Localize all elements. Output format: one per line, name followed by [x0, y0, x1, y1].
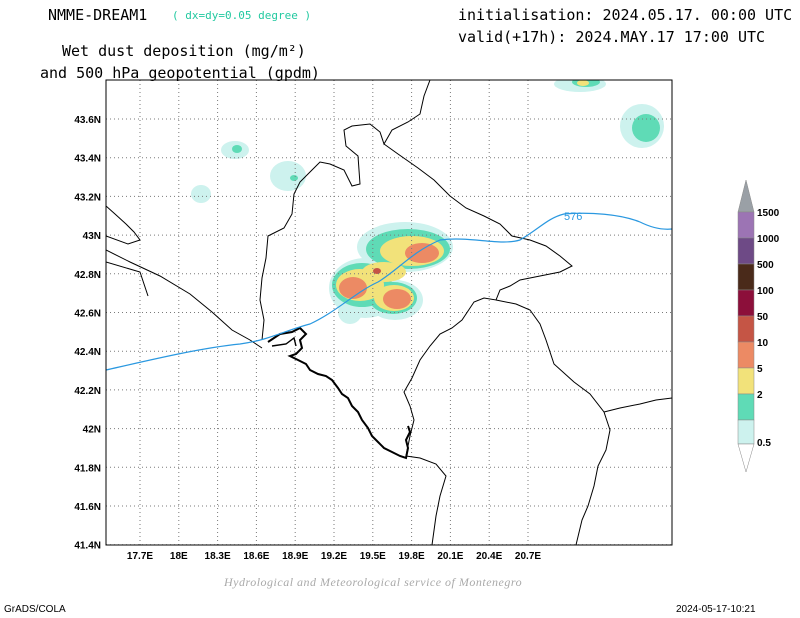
latitude-labels: 43.6N 43.4N 43.2N 43N 42.8N 42.6N 42.4N 42.2N 42… [74, 115, 101, 552]
geopotential-576-contour [106, 212, 672, 371]
legend-swatch-c5 [737, 367, 755, 395]
dust-patch [270, 161, 306, 191]
legend-label: 2 [757, 390, 763, 401]
graticule [106, 80, 672, 545]
legend-label: 50 [757, 312, 769, 323]
lat-label: 43.4N [74, 154, 101, 165]
contour-label: 576 [564, 211, 582, 223]
lat-label: 42.6N [74, 309, 101, 320]
legend-swatch-c10 [737, 341, 755, 369]
legend-label: 5 [757, 364, 763, 375]
lon-label: 20.7E [515, 551, 541, 562]
legend-bottom-arrow [737, 443, 755, 473]
lat-label: 41.4N [74, 541, 101, 552]
legend-label: 1000 [757, 234, 780, 245]
init-time: initialisation: 2024.05.17. 00:00 UTC [458, 6, 793, 24]
dust-patch [191, 185, 211, 203]
lat-label: 43N [83, 231, 101, 242]
lat-label: 41.6N [74, 502, 101, 513]
legend-swatch-c100 [737, 289, 755, 317]
lat-label: 43.2N [74, 192, 101, 203]
legend-colorbar [737, 179, 755, 473]
legend-swatch-c1500 [737, 211, 755, 239]
lon-label: 18.6E [243, 551, 269, 562]
lat-label: 42.2N [74, 386, 101, 397]
lat-label: 43.6N [74, 115, 101, 126]
resolution-label: ( dx=dy=0.05 degree ) [172, 9, 312, 22]
lon-label: 19.5E [360, 551, 386, 562]
lon-label: 19.8E [399, 551, 425, 562]
legend-label: 100 [757, 286, 774, 297]
lon-label: 18E [170, 551, 188, 562]
dust-patch [290, 175, 298, 181]
dust-patch [405, 243, 439, 263]
legend-swatch-c500 [737, 263, 755, 291]
lon-label: 17.7E [127, 551, 153, 562]
footer-left: GrADS/COLA [4, 604, 66, 615]
credit-text: Hydrological and Meteorological service … [224, 575, 523, 589]
lon-label: 20.1E [437, 551, 463, 562]
legend-label: 0.5 [757, 438, 771, 449]
lat-label: 42N [83, 425, 101, 436]
lon-label: 20.4E [476, 551, 502, 562]
dust-patch [339, 277, 367, 299]
dust-patch [383, 289, 411, 309]
legend-label: 1500 [757, 208, 780, 219]
legend-swatch-c2 [737, 393, 755, 421]
footer-timestamp: 2024-05-17-10:21 [676, 604, 756, 615]
dust-field [191, 80, 664, 324]
dust-patch [632, 114, 660, 142]
map-frame [105, 79, 673, 546]
lat-label: 42.8N [74, 270, 101, 281]
valid-time: valid(+17h): 2024.MAY.17 17:00 UTC [458, 28, 766, 46]
dust-patch [362, 262, 406, 282]
lon-label: 18.9E [282, 551, 308, 562]
legend-label: 10 [757, 338, 769, 349]
dust-patch [373, 268, 381, 274]
dust-patch [577, 80, 589, 86]
boundaries [106, 80, 672, 545]
map-title-line1: Wet dust deposition (mg/m²) [62, 42, 306, 60]
lon-label: 19.2E [321, 551, 347, 562]
longitude-labels: 17.7E 18E 18.3E 18.6E 18.9E 19.2E 19.5E 19.8E 20… [127, 551, 541, 562]
lat-label: 41.8N [74, 463, 101, 474]
lat-label: 42.4N [74, 347, 101, 358]
legend-labels: 1500 1000 500 100 50 10 5 2 0.5 [757, 208, 780, 449]
legend-swatch-c0_5 [737, 419, 755, 445]
lon-label: 18.3E [205, 551, 231, 562]
legend-label: 500 [757, 260, 774, 271]
legend-swatch-c1000 [737, 237, 755, 265]
legend-top-arrow [737, 179, 755, 213]
map-title-line2: and 500 hPa geopotential (gpdm) [40, 64, 320, 82]
model-name: NMME-DREAM1 [48, 6, 148, 24]
legend-swatch-c50 [737, 315, 755, 343]
dust-patch [232, 145, 242, 153]
